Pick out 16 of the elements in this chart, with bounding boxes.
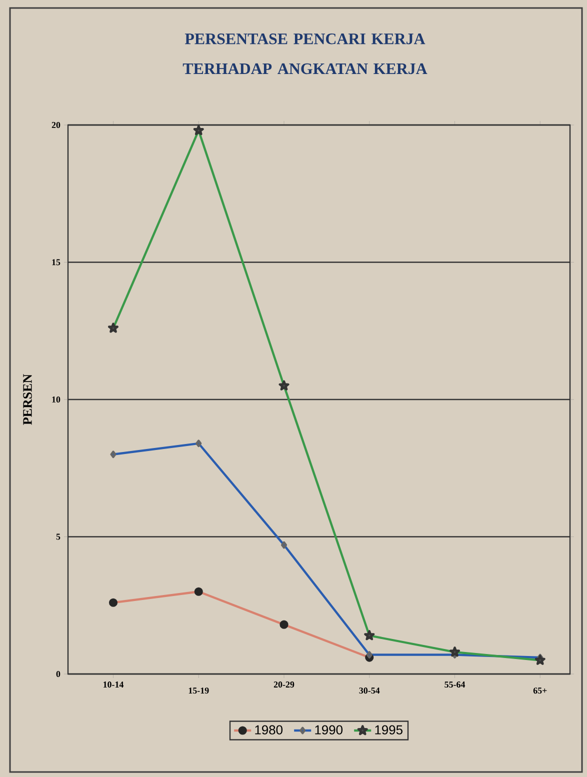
y-tick-label: 15 bbox=[52, 259, 60, 266]
y-tick-label: 10 bbox=[52, 396, 60, 403]
y-tick-label: 0 bbox=[56, 670, 60, 678]
chart-title: PERSENTASE PENCARI KERJA TERHADAP ANGKATAN KERJA bbox=[182, 34, 428, 74]
y-axis-title: PERSEN bbox=[23, 374, 32, 425]
x-tick-label: 65+ bbox=[533, 688, 547, 694]
x-tick-label: 10-14 bbox=[104, 682, 124, 688]
legend-label: 1990 bbox=[315, 725, 343, 734]
x-tick-label: 30-54 bbox=[359, 688, 380, 694]
legend-label: 1995 bbox=[375, 725, 402, 734]
y-tick-label: 20 bbox=[52, 122, 60, 128]
x-tick-label: 55-64 bbox=[444, 682, 466, 688]
x-tick-label: 20-29 bbox=[274, 682, 294, 688]
y-tick-label: 5 bbox=[56, 534, 60, 540]
x-tick-label: 15-19 bbox=[188, 688, 209, 694]
legend-label: 1980 bbox=[255, 725, 283, 734]
